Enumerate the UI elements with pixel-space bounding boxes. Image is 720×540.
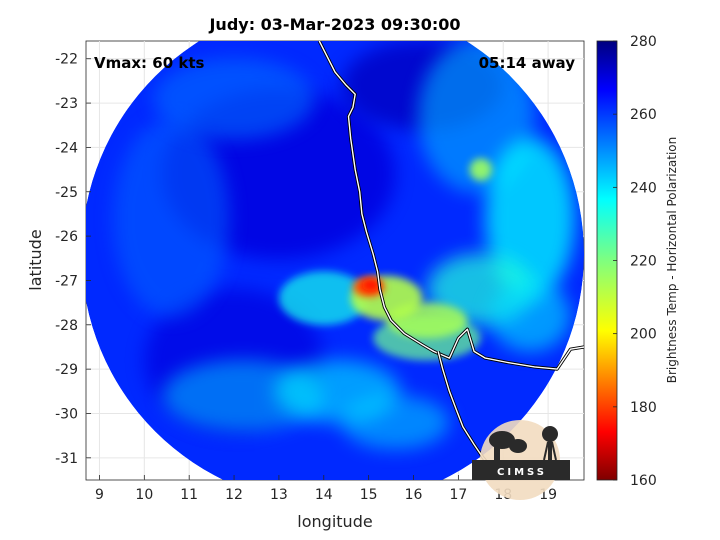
- x-tick-label-6: 15: [360, 487, 378, 503]
- eta-annotation: 05:14 away: [479, 54, 576, 72]
- vmax-annotation: Vmax: 60 kts: [94, 54, 204, 72]
- x-tick-label-7: 16: [405, 487, 423, 503]
- y-tick-label-1: -23: [55, 96, 78, 112]
- cb-tick-label-2: 240: [630, 180, 657, 196]
- x-tick-label-3: 12: [225, 487, 243, 503]
- cimss-logo: CIMSS: [472, 420, 570, 500]
- x-axis-label: longitude: [297, 512, 372, 531]
- cb-tick-label-4: 200: [630, 327, 657, 343]
- x-tick-label-0: 9: [95, 487, 104, 503]
- y-tick-label-6: -28: [55, 318, 78, 334]
- microwave-swath: [86, 41, 584, 480]
- y-tick-label-8: -30: [55, 406, 78, 422]
- logo-text: CIMSS: [497, 467, 547, 478]
- y-axis: -22 -23 -24 -25 -26 -27 -28 -29 -30 -31: [55, 52, 91, 467]
- coastline-line-0: [318, 41, 584, 370]
- y-tick-label-3: -25: [55, 185, 78, 201]
- coastline: [317, 41, 584, 480]
- y-axis-label: latitude: [26, 229, 45, 290]
- x-tick-label-2: 11: [180, 487, 198, 503]
- cb-tick-label-0: 280: [630, 34, 657, 50]
- cb-tick-label-5: 180: [630, 400, 657, 416]
- y-tick-label-4: -26: [55, 229, 78, 245]
- brightness-feature-12: [278, 271, 369, 326]
- brightness-feature-11: [341, 395, 450, 450]
- cb-tick-label-3: 220: [630, 254, 657, 270]
- x-tick-label-8: 17: [449, 487, 467, 503]
- y-tick-label-7: -29: [55, 362, 78, 378]
- y-tick-label-5: -27: [55, 273, 78, 289]
- colorbar-label: Brightness Temp - Horizontal Polarizatio…: [665, 137, 679, 384]
- colorbar-ticks: 280 260 240 220 200 180 160: [613, 34, 657, 489]
- y-tick-label-0: -22: [55, 52, 78, 68]
- y-tick-label-9: -31: [55, 451, 78, 467]
- brightness-feature-3: [112, 119, 230, 318]
- x-tick-label-1: 10: [135, 487, 153, 503]
- x-axis: 910111213141516171819: [95, 475, 557, 503]
- x-tick-label-4: 13: [270, 487, 288, 503]
- brightness-feature-8: [489, 280, 571, 352]
- y-tick-label-2: -24: [55, 140, 78, 156]
- brightness-feature-18: [469, 158, 493, 181]
- cb-tick-label-6: 160: [630, 473, 657, 489]
- brightness-feature-17: [361, 279, 380, 291]
- brightness-feature-4: [153, 58, 315, 140]
- chart-title: Judy: 03-Mar-2023 09:30:00: [208, 15, 460, 34]
- cb-tick-label-1: 260: [630, 107, 657, 123]
- x-tick-label-5: 14: [315, 487, 333, 503]
